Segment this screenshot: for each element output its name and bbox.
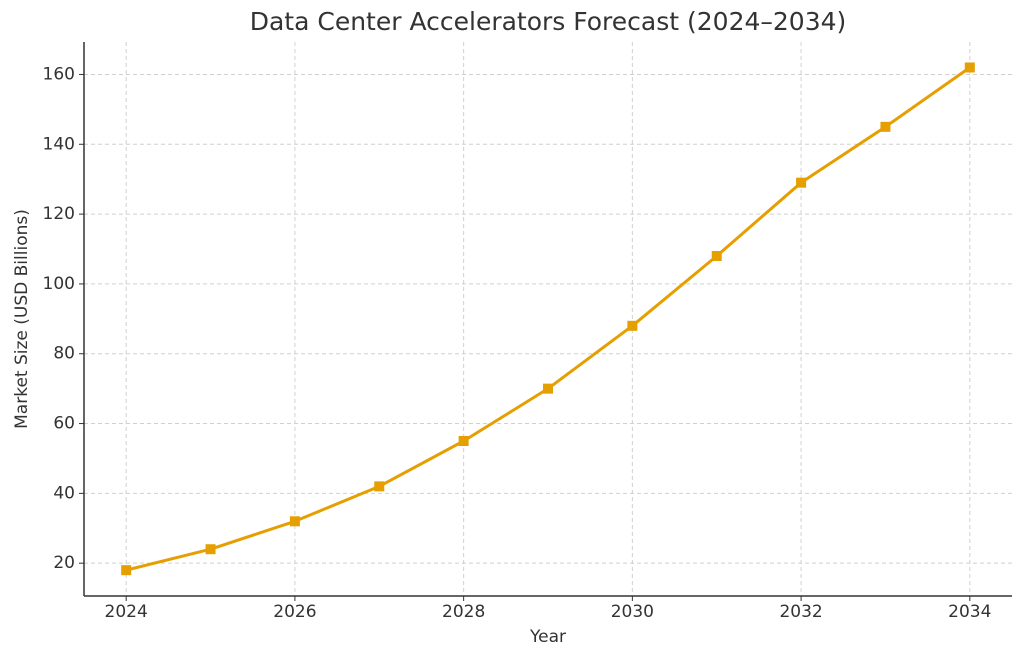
chart-title: Data Center Accelerators Forecast (2024–… [250,7,847,36]
marker [543,383,553,394]
y-tick-label: 120 [43,204,75,224]
marker [121,565,132,576]
marker [711,250,722,261]
marker [205,544,216,555]
y-tick-label: 160 [43,64,75,84]
y-tick-label: 100 [43,274,75,294]
y-tick-label: 140 [43,134,75,154]
marker [964,62,975,73]
y-tick-label: 80 [53,344,75,364]
x-axis-label: Year [529,627,566,647]
y-tick-label: 20 [53,553,75,573]
marker [458,436,469,447]
marker [374,481,385,492]
marker [289,516,300,527]
series-line [125,66,971,572]
grid [84,42,1012,596]
y-axis-label: Market Size (USD Billions) [12,209,32,429]
x-tick-label: 2034 [948,602,991,622]
x-tick-label: 2028 [442,602,485,622]
marker [880,121,891,132]
y-tick-label: 40 [53,483,75,503]
x-tick-label: 2032 [779,602,822,622]
marker [627,320,638,331]
x-tick-label: 2024 [105,602,148,622]
marker [796,177,807,188]
x-tick-label: 2026 [273,602,316,622]
x-tick-label: 2030 [611,602,654,622]
y-tick-label: 60 [53,414,75,434]
